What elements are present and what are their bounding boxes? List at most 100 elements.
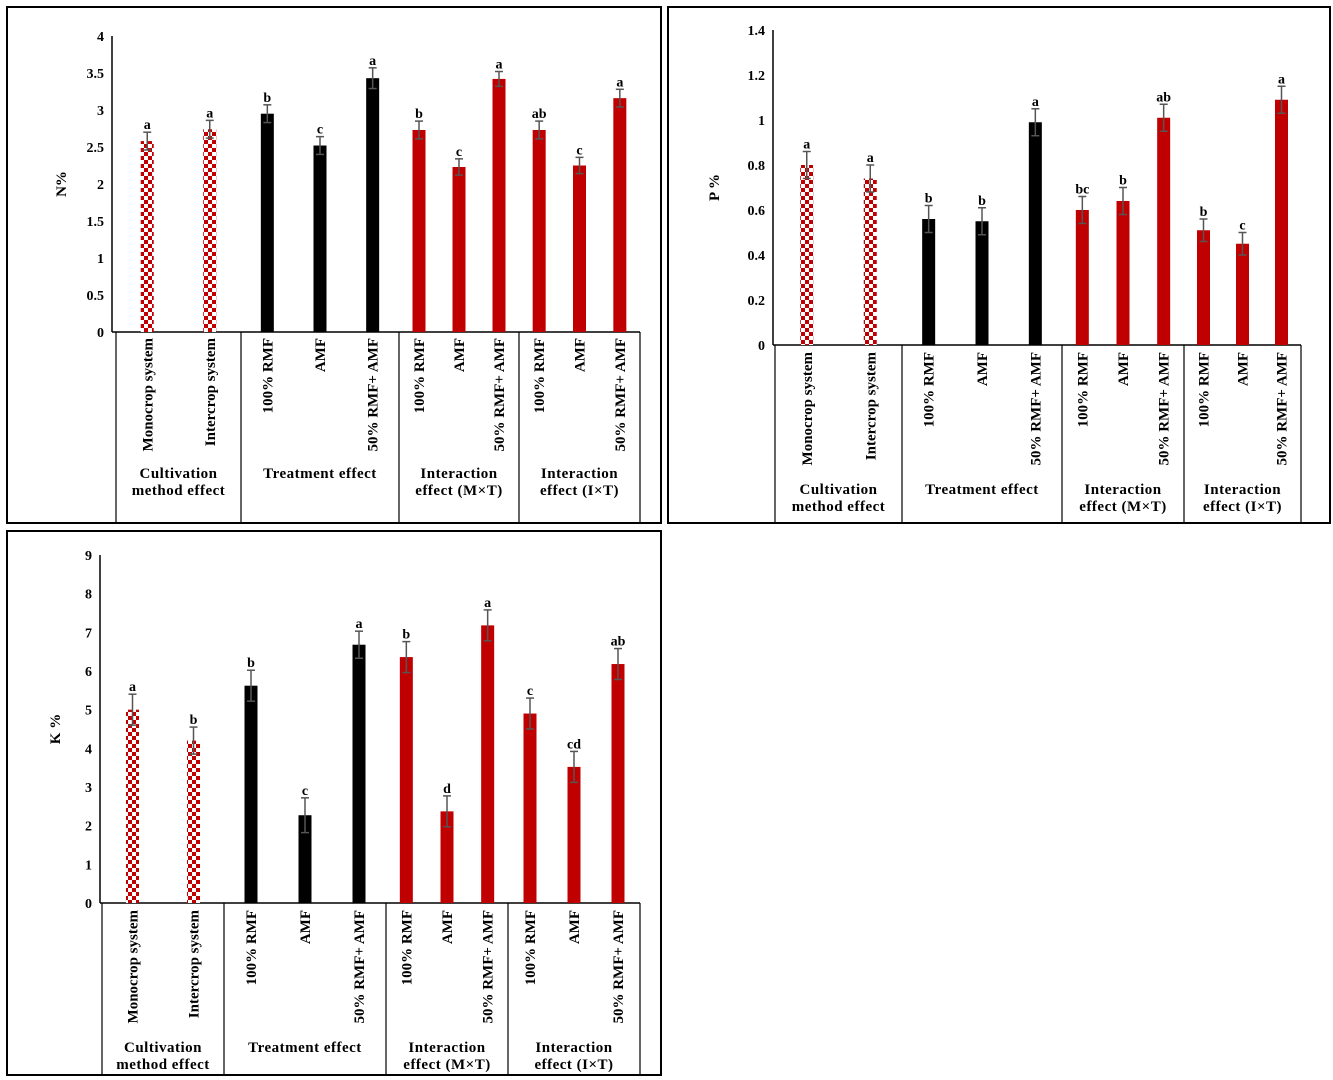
significance-label: d bbox=[443, 782, 451, 797]
group-label: effect (I×T) bbox=[540, 483, 619, 499]
category-label: 50% RMF+ AMF bbox=[611, 910, 627, 1024]
bar bbox=[412, 129, 426, 332]
y-axis-label: K % bbox=[48, 714, 64, 744]
bar bbox=[1157, 117, 1171, 345]
category-label: AMF bbox=[1116, 352, 1132, 386]
group-label: Cultivation bbox=[139, 466, 217, 482]
bar bbox=[440, 811, 454, 903]
bar bbox=[1275, 99, 1288, 345]
y-tick-label: 1 bbox=[97, 252, 104, 267]
y-axis-label: N% bbox=[54, 171, 70, 197]
significance-label: c bbox=[576, 143, 582, 158]
category-label: Monocrop system bbox=[126, 910, 142, 1024]
y-tick-label: 8 bbox=[85, 588, 92, 603]
bar bbox=[1236, 243, 1249, 345]
chart-panel-k: 0 1 2 3 4 5 6 7 8 9 K % a Monocrop system b Intercrop … bbox=[6, 530, 662, 1076]
category-label: 100% RMF bbox=[1075, 352, 1091, 427]
bar bbox=[244, 685, 258, 903]
group-label: method effect bbox=[132, 483, 226, 499]
y-tick-label: 4 bbox=[85, 742, 92, 757]
bar bbox=[492, 78, 506, 332]
category-label: 100% RMF bbox=[922, 352, 938, 427]
category-label: Intercrop system bbox=[863, 352, 879, 461]
group-label: Interaction bbox=[420, 466, 497, 482]
significance-label: c bbox=[527, 684, 533, 699]
group-label: Treatment effect bbox=[263, 466, 377, 482]
category-label: Intercrop system bbox=[203, 338, 219, 447]
category-label: 100% RMF bbox=[260, 338, 276, 413]
bar bbox=[1116, 201, 1130, 345]
significance-label: a bbox=[1278, 72, 1285, 87]
bar bbox=[298, 815, 312, 903]
bar bbox=[366, 78, 380, 333]
category-label: 50% RMF+ AMF bbox=[366, 338, 382, 452]
y-tick-label: 0.2 bbox=[748, 294, 766, 309]
bar bbox=[532, 129, 546, 332]
significance-label: b bbox=[415, 107, 423, 122]
group-label: Interaction bbox=[535, 1040, 612, 1056]
category-label: 50% RMF+ AMF bbox=[492, 338, 508, 452]
y-tick-label: 0 bbox=[97, 326, 104, 341]
significance-label: a bbox=[129, 680, 136, 695]
significance-label: a bbox=[144, 118, 151, 133]
significance-label: b bbox=[247, 656, 255, 671]
category-label: 100% RMF bbox=[399, 910, 415, 985]
bar bbox=[863, 178, 877, 345]
bar bbox=[260, 113, 274, 332]
significance-label: cd bbox=[567, 737, 581, 752]
bar bbox=[126, 709, 139, 903]
bar bbox=[187, 740, 200, 903]
chart-k: 0 1 2 3 4 5 6 7 8 9 K % a Monocrop system b Intercrop … bbox=[48, 549, 641, 1074]
significance-label: c bbox=[1239, 219, 1245, 234]
category-label: 50% RMF+ AMF bbox=[1275, 352, 1291, 466]
bar bbox=[573, 165, 586, 332]
significance-label: b bbox=[190, 713, 198, 728]
category-label: 100% RMF bbox=[412, 338, 428, 413]
y-tick-label: 1.4 bbox=[748, 24, 766, 39]
bar bbox=[611, 664, 625, 903]
bar bbox=[613, 98, 627, 332]
group-label: Cultivation bbox=[799, 482, 877, 498]
y-tick-label: 3.5 bbox=[87, 67, 105, 82]
bar bbox=[922, 219, 936, 345]
significance-label: a bbox=[616, 75, 623, 90]
group-label: effect (I×T) bbox=[1203, 499, 1282, 515]
bar bbox=[975, 221, 989, 345]
bar bbox=[1028, 122, 1042, 345]
y-axis-label: P % bbox=[707, 174, 723, 201]
category-label: AMF bbox=[313, 338, 329, 372]
significance-label: a bbox=[369, 54, 376, 69]
significance-label: b bbox=[263, 91, 271, 106]
significance-label: a bbox=[496, 58, 503, 73]
group-label: Interaction bbox=[1084, 482, 1161, 498]
y-tick-label: 0.5 bbox=[87, 289, 105, 304]
y-tick-label: 0.8 bbox=[748, 159, 766, 174]
bar bbox=[1197, 230, 1210, 345]
significance-label: b bbox=[925, 192, 933, 207]
group-label: effect (M×T) bbox=[1079, 499, 1166, 515]
chart-panel-n: 0 0.5 1 1.5 2 2.5 3 3.5 4 N% a Monocrop system a Inte… bbox=[6, 6, 662, 524]
chart-panel-p: 0 0.2 0.4 0.6 0.8 1 1.2 1.4 P % a Monocrop system a… bbox=[667, 6, 1331, 524]
category-label: Monocrop system bbox=[800, 352, 816, 466]
category-label: 50% RMF+ AMF bbox=[1028, 352, 1044, 466]
y-tick-label: 1 bbox=[85, 858, 92, 873]
y-tick-label: 7 bbox=[85, 626, 92, 641]
group-label: Cultivation bbox=[124, 1040, 202, 1056]
category-label: AMF bbox=[440, 910, 456, 944]
significance-label: a bbox=[484, 596, 491, 611]
category-label: Intercrop system bbox=[187, 910, 203, 1019]
significance-label: b bbox=[1200, 205, 1208, 220]
significance-label: ab bbox=[532, 107, 547, 122]
category-label: AMF bbox=[298, 910, 314, 944]
bar bbox=[203, 129, 217, 332]
y-tick-label: 0.6 bbox=[748, 204, 766, 219]
significance-label: c bbox=[302, 784, 308, 799]
category-label: 50% RMF+ AMF bbox=[1157, 352, 1173, 466]
category-label: AMF bbox=[975, 352, 991, 386]
bar bbox=[523, 713, 537, 903]
y-tick-label: 2 bbox=[85, 820, 92, 835]
bar bbox=[313, 145, 327, 332]
bar bbox=[1075, 210, 1089, 345]
significance-label: c bbox=[456, 145, 462, 160]
y-tick-label: 1.5 bbox=[87, 215, 105, 230]
